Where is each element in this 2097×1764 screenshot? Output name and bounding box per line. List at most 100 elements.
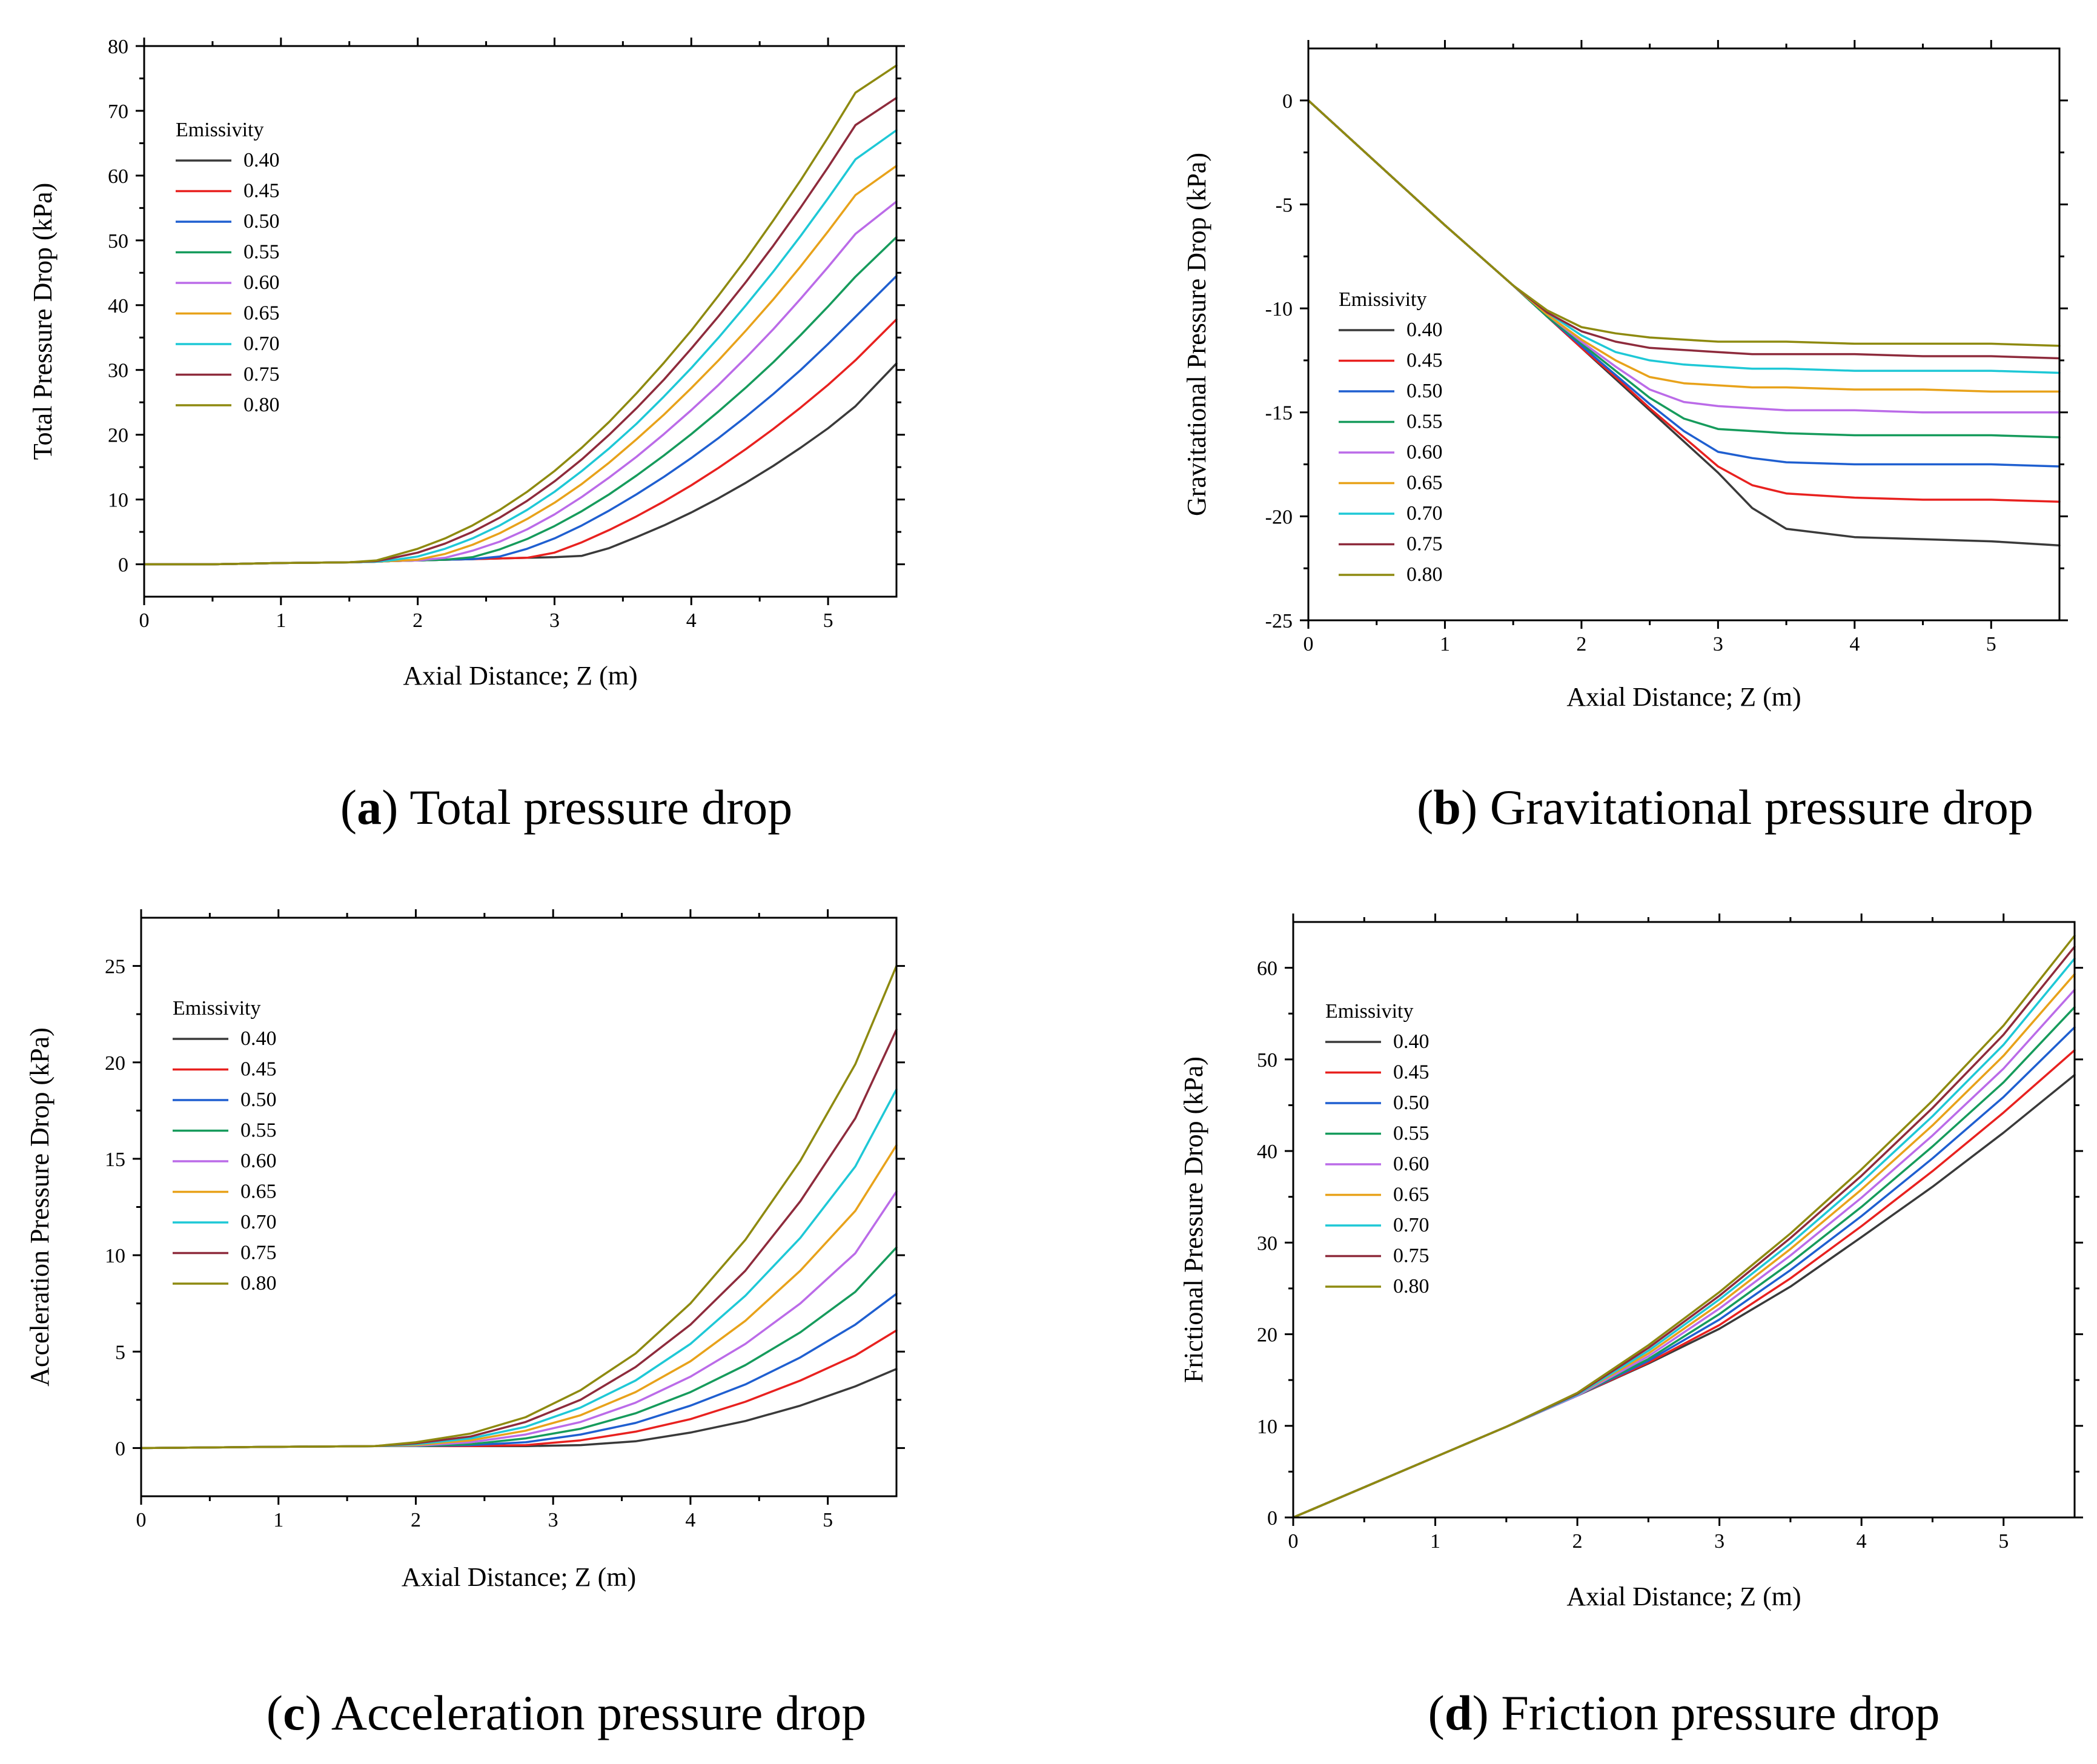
legend: Emissivity 0.40 0.45 0.50 0.55 0.60 0.65 0.70 0.… — [176, 119, 280, 416]
legend-label-0.45: 0.45 — [240, 1058, 277, 1081]
legend-label-0.65: 0.65 — [1406, 472, 1443, 494]
y-tick-label: -25 — [1265, 610, 1293, 632]
panel-caption: (d) Friction pressure drop — [1428, 1685, 1940, 1740]
y-tick-label: 80 — [108, 36, 128, 58]
x-tick-label: 0 — [1304, 633, 1314, 655]
y-tick-label: 20 — [108, 425, 128, 447]
legend-label-0.50: 0.50 — [240, 1089, 277, 1111]
legend-label-0.50: 0.50 — [1393, 1092, 1429, 1114]
y-tick-label: 10 — [1257, 1416, 1277, 1438]
legend: Emissivity 0.40 0.45 0.50 0.55 0.60 0.65 0.70 0.… — [1325, 1000, 1429, 1298]
legend-label-0.40: 0.40 — [1393, 1030, 1429, 1053]
legend-label-0.60: 0.60 — [243, 271, 280, 294]
y-tick-label: -5 — [1276, 194, 1293, 216]
y-axis-title: Gravitational Pressure Drop (kPa) — [1182, 153, 1211, 516]
x-tick-label: 4 — [686, 609, 697, 632]
y-tick-label: 0 — [118, 554, 128, 577]
legend-label-0.60: 0.60 — [1406, 441, 1443, 463]
legend-label-0.75: 0.75 — [240, 1242, 277, 1264]
y-tick-label: 20 — [1257, 1324, 1277, 1347]
legend-label-0.70: 0.70 — [1393, 1214, 1429, 1236]
y-tick-label: 30 — [1257, 1232, 1277, 1255]
y-tick-label: 50 — [1257, 1049, 1277, 1072]
x-tick-label: 5 — [823, 609, 833, 632]
x-tick-label: 3 — [548, 1509, 558, 1531]
legend-label-0.80: 0.80 — [1406, 563, 1443, 586]
legend-label-0.55: 0.55 — [1393, 1122, 1429, 1145]
x-tick-label: 0 — [1288, 1530, 1299, 1553]
caption-text: Acceleration pressure drop — [331, 1685, 866, 1740]
legend-label-0.45: 0.45 — [1393, 1061, 1429, 1084]
x-tick-label: 2 — [412, 609, 423, 632]
panel-caption: (a) Total pressure drop — [340, 780, 793, 835]
legend-label-0.75: 0.75 — [243, 363, 280, 386]
legend-label-0.75: 0.75 — [1393, 1245, 1429, 1267]
x-tick-label: 0 — [136, 1509, 147, 1531]
legend-label-0.55: 0.55 — [243, 241, 280, 264]
y-tick-label: -20 — [1265, 506, 1293, 528]
y-tick-label: 15 — [105, 1149, 125, 1171]
y-tick-label: 10 — [105, 1245, 125, 1267]
legend-label-0.50: 0.50 — [1406, 380, 1443, 402]
legend-label-0.45: 0.45 — [243, 180, 280, 202]
y-axis-title: Frictional Pressure Drop (kPa) — [1179, 1056, 1208, 1383]
x-tick-label: 1 — [1430, 1530, 1440, 1553]
x-tick-label: 1 — [273, 1509, 283, 1531]
legend-label-0.60: 0.60 — [1393, 1153, 1429, 1175]
y-tick-label: 50 — [108, 230, 128, 253]
y-tick-label: 40 — [108, 295, 128, 317]
y-tick-label: 0 — [1267, 1507, 1277, 1530]
caption-text: Gravitational pressure drop — [1490, 780, 2033, 835]
y-tick-label: 0 — [115, 1437, 125, 1460]
series-line-0.80 — [1292, 934, 2076, 1519]
legend-label-0.60: 0.60 — [240, 1150, 277, 1172]
y-tick-label: 60 — [1257, 958, 1277, 980]
legend-title: Emissivity — [1325, 1000, 1413, 1023]
x-tick-label: 2 — [1576, 633, 1586, 655]
caption-text: Friction pressure drop — [1501, 1685, 1940, 1740]
plot-frame — [143, 45, 898, 598]
y-tick-label: 5 — [115, 1341, 125, 1364]
legend-label-0.70: 0.70 — [243, 333, 280, 355]
x-axis-title: Axial Distance; Z (m) — [402, 1562, 636, 1592]
legend-label-0.65: 0.65 — [240, 1181, 277, 1203]
legend-label-0.65: 0.65 — [1393, 1184, 1429, 1206]
legend-label-0.65: 0.65 — [243, 302, 280, 325]
series-line-0.80 — [143, 64, 898, 566]
y-tick-label: 25 — [105, 956, 125, 978]
panel-caption: (c) Acceleration pressure drop — [267, 1685, 866, 1740]
y-axis-title: Total Pressure Drop (kPa) — [28, 183, 58, 460]
x-tick-label: 1 — [276, 609, 286, 632]
y-tick-label: 40 — [1257, 1141, 1277, 1163]
legend-label-0.70: 0.70 — [240, 1211, 277, 1233]
x-tick-label: 3 — [1714, 1530, 1724, 1553]
caption-letter: c — [283, 1685, 305, 1740]
x-tick-label: 4 — [1849, 633, 1860, 655]
series-line-0.80 — [1307, 99, 2061, 347]
y-tick-label: -10 — [1265, 298, 1293, 320]
x-tick-label: 5 — [1998, 1530, 2009, 1553]
legend-title: Emissivity — [176, 119, 263, 141]
y-axis-title: Acceleration Pressure Drop (kPa) — [25, 1027, 55, 1387]
legend-label-0.80: 0.80 — [240, 1272, 277, 1295]
x-tick-label: 1 — [1440, 633, 1450, 655]
panel-caption: (b) Gravitational pressure drop — [1417, 780, 2033, 835]
legend-label-0.55: 0.55 — [1406, 411, 1443, 433]
legend-label-0.80: 0.80 — [243, 394, 280, 416]
legend-title: Emissivity — [1339, 288, 1426, 311]
x-tick-label: 4 — [1857, 1530, 1867, 1553]
x-tick-label: 2 — [1572, 1530, 1583, 1553]
legend-label-0.70: 0.70 — [1406, 502, 1443, 525]
y-tick-label: 60 — [108, 165, 128, 188]
x-tick-label: 3 — [1713, 633, 1723, 655]
legend-label-0.50: 0.50 — [243, 210, 280, 233]
legend-label-0.80: 0.80 — [1393, 1275, 1429, 1298]
x-tick-label: 4 — [685, 1509, 695, 1531]
legend-label-0.45: 0.45 — [1406, 350, 1443, 372]
panel-b: 0 1 2 3 4 5 0 -5 -10 -15 -20 -25 Axial Distance; Z (… — [1182, 40, 2068, 835]
caption-text: Total pressure drop — [409, 780, 792, 835]
legend-label-0.40: 0.40 — [1406, 319, 1443, 341]
